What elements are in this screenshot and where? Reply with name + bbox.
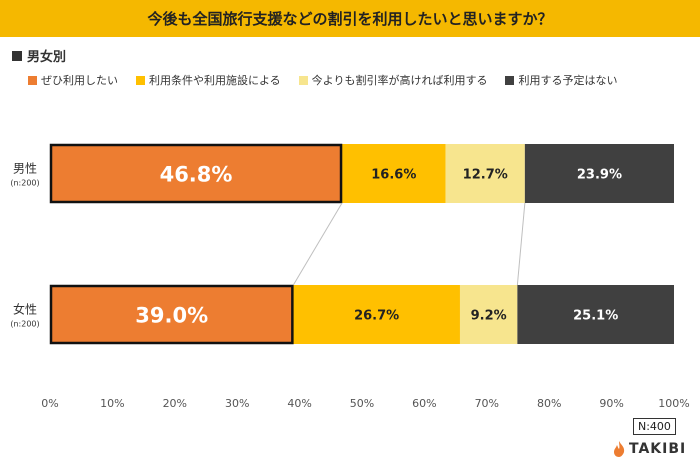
- x-tick-label: 40%: [287, 397, 311, 410]
- x-tick-label: 70%: [475, 397, 499, 410]
- bar-segment: [517, 285, 674, 344]
- flame-icon: [614, 441, 625, 457]
- legend: ぜひ利用したい 利用条件や利用施設による 今よりも割引率が高ければ利用する 利用…: [28, 72, 635, 88]
- category-label: 男性: [13, 162, 37, 176]
- connector-line: [292, 202, 343, 286]
- legend-label: 利用条件や利用施設による: [149, 74, 281, 87]
- chart-title: 今後も全国旅行支援などの割引を利用したいと思いますか？: [147, 10, 553, 28]
- legend-swatch: [136, 75, 145, 85]
- subtitle-text: 男女別: [27, 50, 67, 65]
- x-tick-label: 20%: [163, 397, 187, 410]
- x-tick-label: 10%: [100, 397, 124, 410]
- legend-item: 利用条件や利用施設による: [136, 72, 281, 88]
- bar-segment: [293, 285, 460, 344]
- x-tick-label: 50%: [350, 397, 374, 410]
- data-label: 9.2%: [471, 309, 507, 324]
- brand-name: TAKIBI: [629, 441, 687, 457]
- data-label: 26.7%: [354, 309, 399, 324]
- bar-segment: [459, 285, 518, 344]
- highlight-border: [49, 284, 294, 345]
- data-label: 16.6%: [371, 168, 416, 183]
- highlight-border: [49, 143, 343, 204]
- legend-label: ぜひ利用したい: [41, 74, 118, 87]
- data-label: 23.9%: [577, 168, 622, 183]
- legend-label: 今よりも割引率が高ければ利用する: [311, 74, 488, 87]
- x-tick-label: 90%: [599, 397, 623, 410]
- x-tick-label: 0%: [41, 397, 58, 410]
- bar-segment: [50, 144, 343, 203]
- subtitle-square-icon: [12, 50, 22, 61]
- category-sublabel: (n:200): [10, 320, 39, 329]
- bar-segment: [445, 144, 525, 203]
- legend-swatch: [505, 75, 515, 85]
- x-tick-label: 80%: [537, 397, 561, 410]
- sample-size-badge: N:400: [633, 418, 676, 435]
- subtitle: 男女別: [12, 46, 66, 65]
- bar-segment: [342, 144, 446, 203]
- brand-logo: TAKIBI: [612, 441, 686, 457]
- x-tick-label: 30%: [225, 397, 249, 410]
- x-tick-label: 60%: [412, 397, 436, 410]
- bar-segment: [50, 285, 294, 344]
- legend-label: 利用する予定はない: [518, 74, 618, 87]
- legend-item: 今よりも割引率が高ければ利用する: [298, 72, 488, 88]
- category-sublabel: (n:200): [10, 179, 39, 188]
- data-label: 12.7%: [463, 168, 508, 183]
- legend-item: ぜひ利用したい: [28, 72, 118, 88]
- category-label: 女性: [13, 302, 37, 317]
- chart-title-bar: 今後も全国旅行支援などの割引を利用したいと思いますか？: [0, 0, 700, 37]
- data-label: 46.8%: [160, 163, 233, 187]
- data-label: 39.0%: [135, 304, 208, 328]
- legend-swatch: [28, 75, 37, 85]
- legend-swatch: [298, 75, 308, 85]
- data-label: 25.1%: [573, 309, 618, 324]
- bar-segment: [524, 144, 674, 203]
- x-tick-label: 100%: [658, 397, 689, 410]
- connector-line: [516, 202, 526, 286]
- legend-item: 利用する予定はない: [505, 72, 617, 88]
